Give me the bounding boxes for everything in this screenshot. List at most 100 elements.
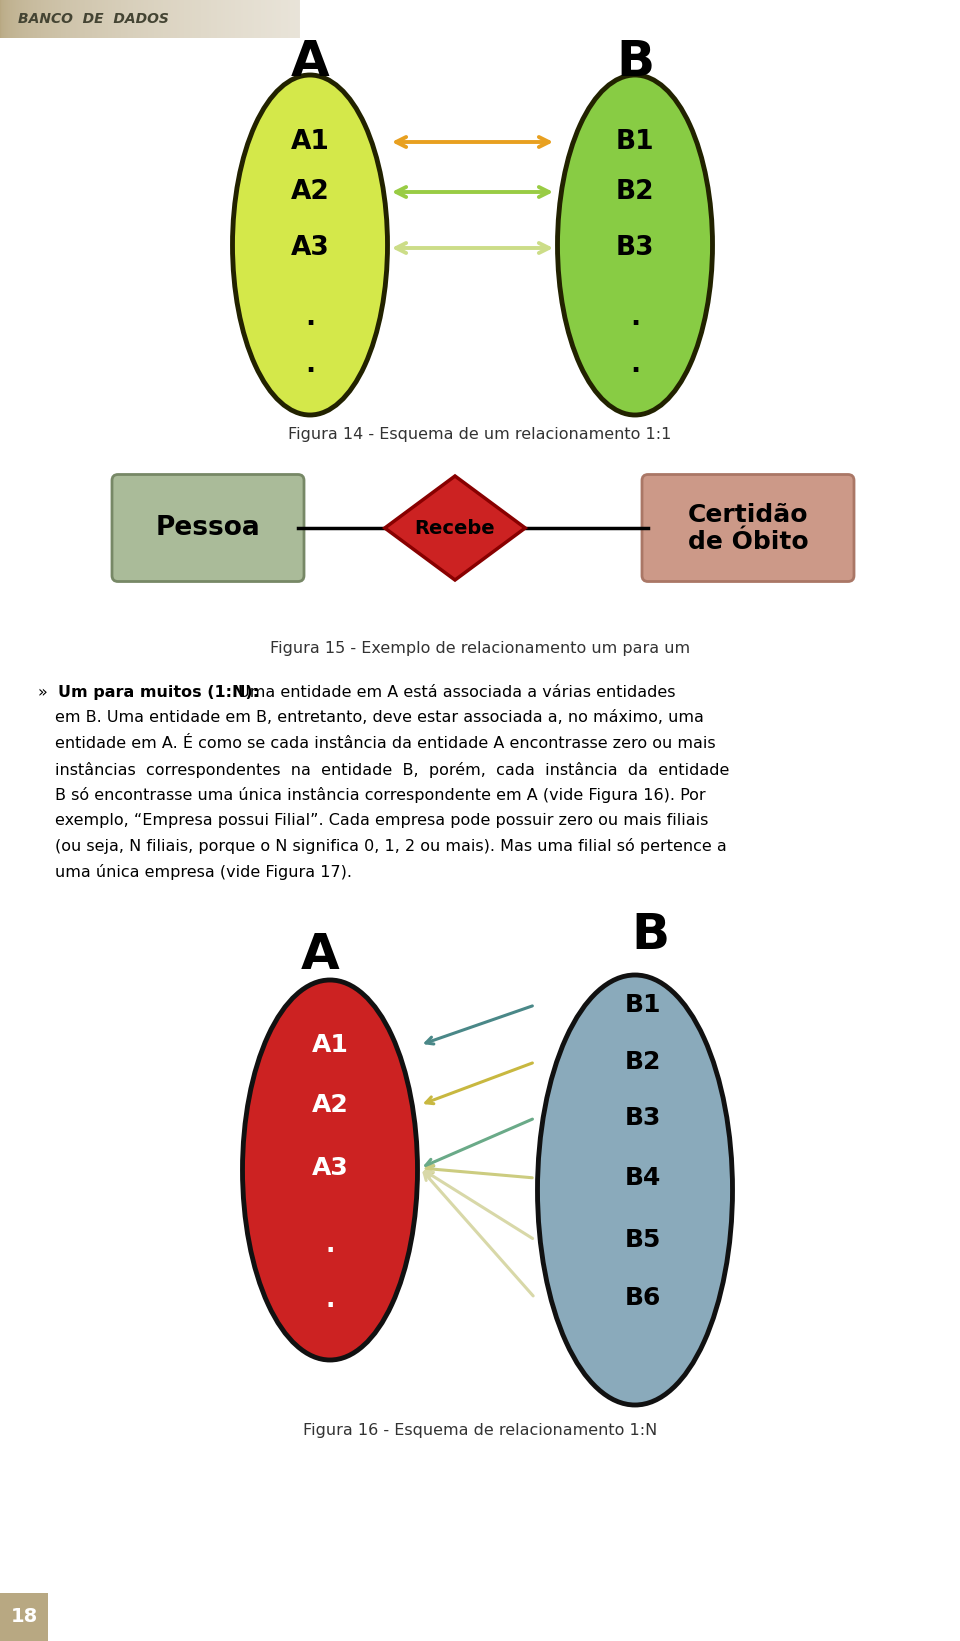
Bar: [158, 0, 159, 38]
Bar: [279, 0, 280, 38]
Bar: [196, 0, 197, 38]
Bar: [209, 0, 210, 38]
Bar: [20, 0, 21, 38]
Text: uma única empresa (vide Figura 17).: uma única empresa (vide Figura 17).: [55, 863, 352, 880]
Bar: [263, 0, 264, 38]
Bar: [29, 0, 30, 38]
Bar: [187, 0, 188, 38]
Bar: [138, 0, 139, 38]
Bar: [4, 0, 5, 38]
Bar: [288, 0, 289, 38]
Bar: [169, 0, 170, 38]
Bar: [14, 0, 15, 38]
Ellipse shape: [232, 75, 388, 415]
Text: A3: A3: [312, 1155, 348, 1180]
Bar: [90, 0, 91, 38]
Bar: [113, 0, 114, 38]
Bar: [3, 0, 4, 38]
Bar: [204, 0, 205, 38]
Bar: [117, 0, 118, 38]
Bar: [222, 0, 223, 38]
Bar: [0, 0, 300, 38]
Bar: [96, 0, 97, 38]
Bar: [106, 0, 107, 38]
Bar: [252, 0, 253, 38]
Bar: [167, 0, 168, 38]
Bar: [255, 0, 256, 38]
Text: B2: B2: [625, 1050, 661, 1073]
Bar: [40, 0, 41, 38]
Bar: [10, 0, 11, 38]
Bar: [43, 0, 44, 38]
Polygon shape: [385, 476, 525, 579]
Text: A1: A1: [312, 1032, 348, 1057]
Bar: [184, 0, 185, 38]
Text: .: .: [305, 305, 315, 331]
Bar: [259, 0, 260, 38]
Text: .: .: [630, 353, 640, 377]
Bar: [241, 0, 242, 38]
Bar: [293, 0, 294, 38]
Bar: [174, 0, 175, 38]
Bar: [35, 0, 36, 38]
Bar: [23, 0, 24, 38]
Bar: [76, 0, 77, 38]
Bar: [168, 0, 169, 38]
Bar: [101, 0, 102, 38]
Bar: [163, 0, 164, 38]
Bar: [69, 0, 70, 38]
Text: B3: B3: [625, 1106, 661, 1131]
Bar: [146, 0, 147, 38]
Bar: [116, 0, 117, 38]
Bar: [228, 0, 229, 38]
Bar: [114, 0, 115, 38]
Bar: [59, 0, 60, 38]
Bar: [186, 0, 187, 38]
Bar: [7, 0, 8, 38]
Bar: [87, 0, 88, 38]
Text: Figura 14 - Esquema de um relacionamento 1:1: Figura 14 - Esquema de um relacionamento…: [288, 428, 672, 443]
Text: Recebe: Recebe: [415, 519, 495, 538]
Text: Pessoa: Pessoa: [156, 515, 260, 542]
Text: (ou seja, N filiais, porque o N significa 0, 1, 2 ou mais). Mas uma filial só pe: (ou seja, N filiais, porque o N signific…: [55, 839, 727, 853]
Bar: [191, 0, 192, 38]
Bar: [136, 0, 137, 38]
Bar: [39, 0, 40, 38]
Bar: [127, 0, 128, 38]
Text: BANCO  DE  DADOS: BANCO DE DADOS: [18, 11, 169, 26]
Bar: [5, 0, 6, 38]
Bar: [79, 0, 80, 38]
Bar: [15, 0, 16, 38]
Text: A: A: [300, 930, 340, 980]
Bar: [109, 0, 110, 38]
Bar: [291, 0, 292, 38]
Bar: [283, 0, 284, 38]
Bar: [70, 0, 71, 38]
Text: Figura 16 - Esquema de relacionamento 1:N: Figura 16 - Esquema de relacionamento 1:…: [302, 1423, 658, 1438]
Text: A3: A3: [291, 235, 329, 261]
Bar: [155, 0, 156, 38]
Bar: [272, 0, 273, 38]
Bar: [284, 0, 285, 38]
Bar: [17, 0, 18, 38]
Bar: [11, 0, 12, 38]
Text: .: .: [325, 1288, 335, 1313]
Bar: [54, 0, 55, 38]
Bar: [173, 0, 174, 38]
Text: B4: B4: [625, 1167, 661, 1190]
Bar: [95, 0, 96, 38]
Bar: [31, 0, 32, 38]
Text: Um para muitos (1:N):: Um para muitos (1:N):: [58, 684, 259, 701]
Bar: [286, 0, 287, 38]
Bar: [56, 0, 57, 38]
Bar: [195, 0, 196, 38]
Bar: [237, 0, 238, 38]
Bar: [58, 0, 59, 38]
Bar: [97, 0, 98, 38]
Bar: [189, 0, 190, 38]
Bar: [72, 0, 73, 38]
Bar: [132, 0, 133, 38]
Bar: [149, 0, 150, 38]
Bar: [216, 0, 217, 38]
Ellipse shape: [558, 75, 712, 415]
